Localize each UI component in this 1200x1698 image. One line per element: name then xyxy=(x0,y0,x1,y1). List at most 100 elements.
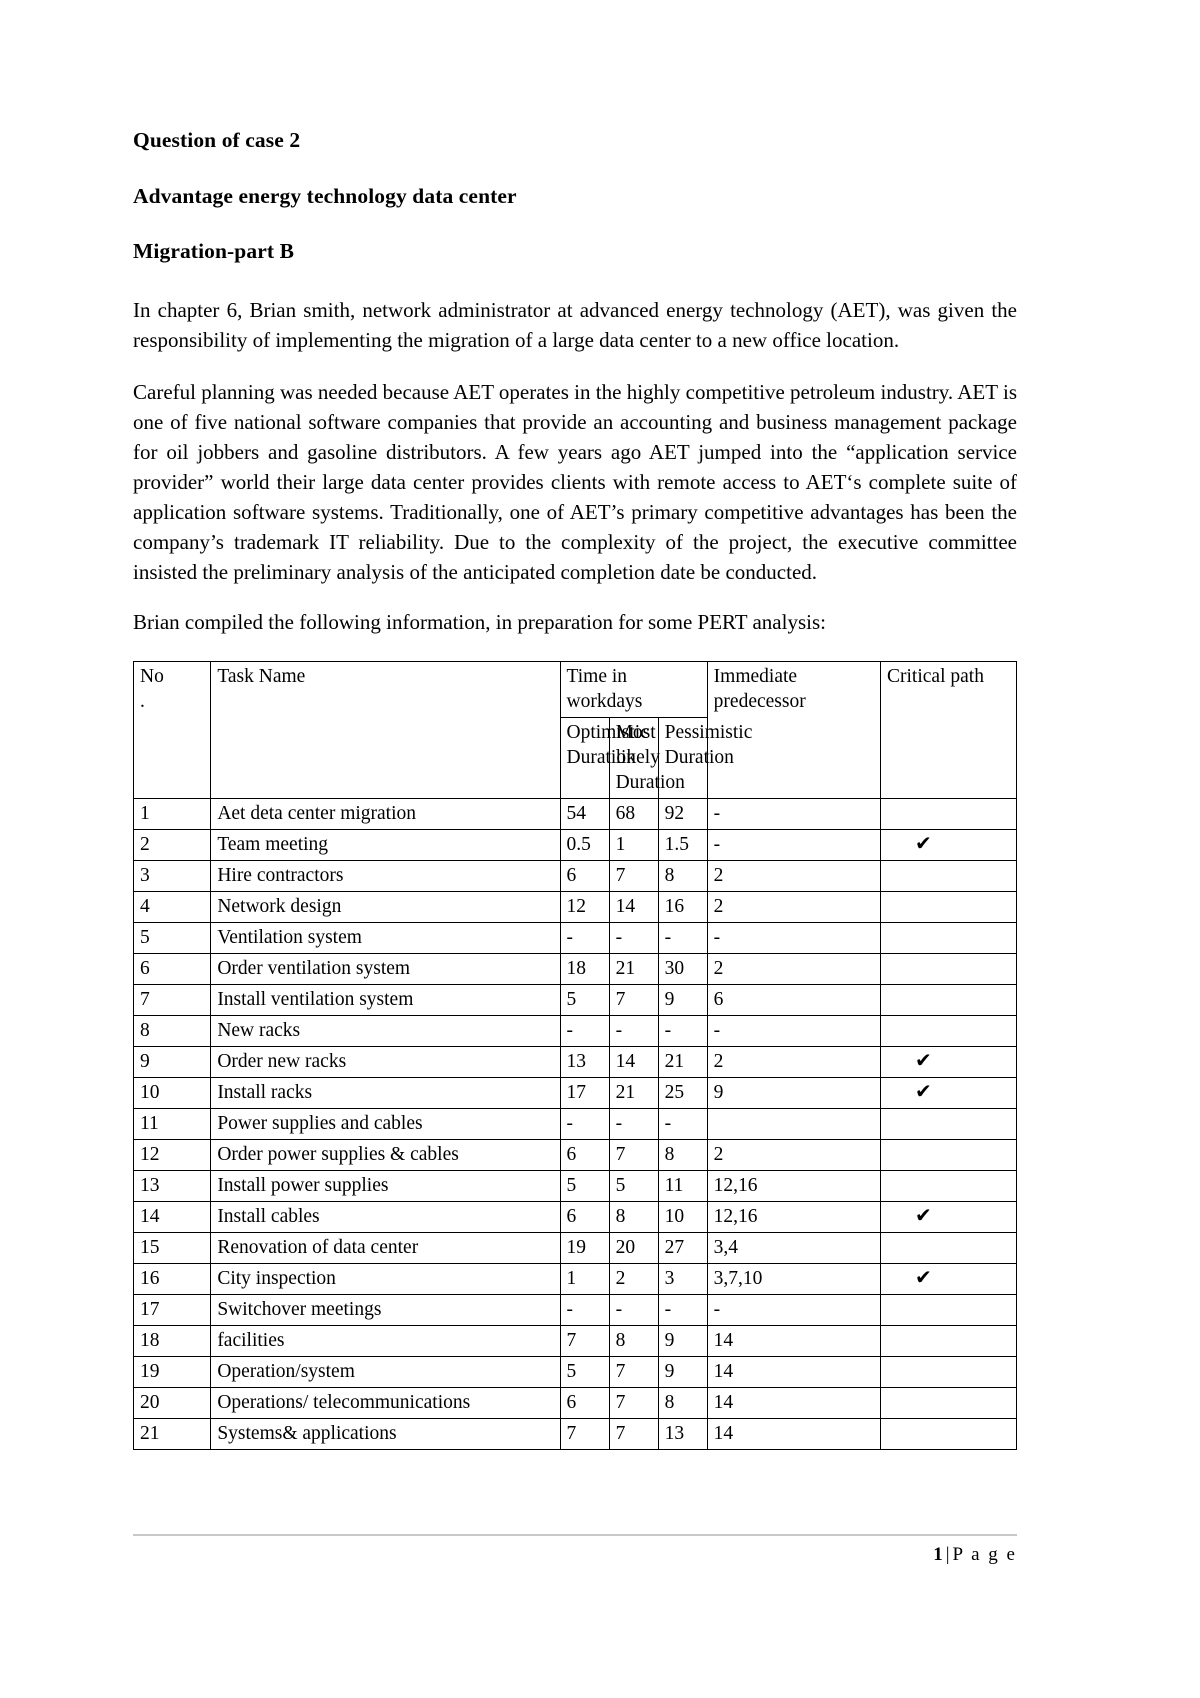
cell-pessimistic: 11 xyxy=(657,1170,708,1203)
spacer xyxy=(133,153,1017,184)
check-icon: ✔ xyxy=(915,1267,932,1290)
cell-most-likely: 7 xyxy=(608,1418,659,1451)
cell-critical-path xyxy=(880,798,1017,831)
cell-critical-path xyxy=(880,1418,1017,1451)
cell-pessimistic: 27 xyxy=(657,1232,708,1265)
cell-pessimistic: - xyxy=(657,1294,708,1327)
cell-no: 3 xyxy=(132,860,212,893)
table-row: 18 facilities 7 8 9 14 xyxy=(132,1325,1017,1358)
cell-no: 14 xyxy=(132,1201,212,1234)
cell-optimistic: 12 xyxy=(559,891,610,924)
cell-most-likely: 8 xyxy=(608,1201,659,1234)
cell-pessimistic: - xyxy=(657,1108,708,1141)
cell-no: 5 xyxy=(132,922,212,955)
paragraph-chapter-intro: In chapter 6, Brian smith, network admin… xyxy=(133,298,1017,353)
table-row: 6 Order ventilation system 18 21 30 2 xyxy=(132,953,1017,986)
cell-task-name: Order new racks xyxy=(210,1046,561,1079)
table-row: 10 Install racks 17 21 25 9 ✔ xyxy=(132,1077,1017,1110)
cell-predecessor: 12,16 xyxy=(706,1201,882,1234)
cell-predecessor: 14 xyxy=(706,1387,882,1420)
cell-no: 6 xyxy=(132,953,212,986)
cell-task-name: Operations/ telecommunications xyxy=(210,1387,561,1420)
cell-predecessor: 14 xyxy=(706,1325,882,1358)
cell-critical-path xyxy=(880,1232,1017,1265)
cell-no: 9 xyxy=(132,1046,212,1079)
cell-task-name: City inspection xyxy=(210,1263,561,1296)
cell-critical-path: ✔ xyxy=(880,1201,1017,1234)
cell-optimistic: 13 xyxy=(559,1046,610,1079)
heading-migration-part-b: Migration-part B xyxy=(133,239,295,264)
table-row: 1 Aet deta center migration 54 68 92- xyxy=(132,798,1017,831)
cell-pessimistic: - xyxy=(657,1015,708,1048)
check-icon: ✔ xyxy=(915,1081,932,1104)
cell-most-likely: 7 xyxy=(608,984,659,1017)
cell-task-name: New racks xyxy=(210,1015,561,1048)
cell-no: 1 xyxy=(132,798,212,831)
cell-task-name: Ventilation system xyxy=(210,922,561,955)
cell-optimistic: - xyxy=(559,1294,610,1327)
cell-most-likely: 21 xyxy=(608,953,659,986)
cell-optimistic: 6 xyxy=(559,1387,610,1420)
table-header-row-secondary: Optimistic Duration Most likely Duration… xyxy=(134,717,1017,800)
cell-critical-path xyxy=(880,1108,1017,1141)
cell-task-name: Renovation of data center xyxy=(210,1232,561,1265)
cell-most-likely: 21 xyxy=(608,1077,659,1110)
cell-no: 2 xyxy=(132,829,212,862)
cell-task-name: facilities xyxy=(210,1325,561,1358)
cell-optimistic: - xyxy=(559,1015,610,1048)
cell-critical-path xyxy=(880,984,1017,1017)
table-row: 11 Power supplies and cables - - - xyxy=(132,1108,1017,1141)
footer-page-word: P a g e xyxy=(952,1544,1017,1565)
document-content: Question of case 2 Advantage energy tech… xyxy=(132,128,1017,1451)
cell-predecessor: 2 xyxy=(706,1139,882,1172)
cell-pessimistic: 25 xyxy=(657,1077,708,1110)
footer-divider xyxy=(133,1534,1017,1536)
pert-table-body: 1 Aet deta center migration 54 68 92-2 Team m… xyxy=(132,798,1017,1451)
table-row: 20 Operations/ telecommunications 6 7 8 14 xyxy=(132,1387,1017,1420)
cell-task-name: Order power supplies & cables xyxy=(210,1139,561,1172)
header-cell-immediate-predecessor: Immediate predecessor xyxy=(706,661,882,800)
cell-pessimistic: 8 xyxy=(657,860,708,893)
cell-no: 15 xyxy=(132,1232,212,1265)
cell-optimistic: 54 xyxy=(559,798,610,831)
cell-predecessor xyxy=(706,1108,882,1141)
table-row: 8 New racks - - - - xyxy=(132,1015,1017,1048)
cell-task-name: Install power supplies xyxy=(210,1170,561,1203)
cell-task-name: Install cables xyxy=(210,1201,561,1234)
cell-critical-path xyxy=(880,1325,1017,1358)
cell-no: 7 xyxy=(132,984,212,1017)
cell-predecessor: - xyxy=(706,1015,882,1048)
cell-critical-path xyxy=(880,922,1017,955)
cell-most-likely: - xyxy=(608,922,659,955)
cell-most-likely: - xyxy=(608,1108,659,1141)
cell-pessimistic: 3 xyxy=(657,1263,708,1296)
cell-most-likely: - xyxy=(608,1015,659,1048)
table-row: 14 Install cables 6 8 10 12,16 ✔ xyxy=(132,1201,1017,1234)
cell-predecessor: 2 xyxy=(706,860,882,893)
check-icon: ✔ xyxy=(915,1050,932,1073)
cell-task-name: Order ventilation system xyxy=(210,953,561,986)
header-no-label: No xyxy=(140,666,164,688)
cell-predecessor: 3,4 xyxy=(706,1232,882,1265)
heading-question-of-case: Question of case 2 xyxy=(133,128,301,152)
cell-most-likely: 68 xyxy=(608,798,659,831)
cell-critical-path xyxy=(880,1139,1017,1172)
cell-pessimistic: 9 xyxy=(657,1325,708,1358)
cell-most-likely: - xyxy=(608,1294,659,1327)
cell-task-name: Install ventilation system xyxy=(210,984,561,1017)
cell-optimistic: 7 xyxy=(559,1418,610,1451)
spacer xyxy=(133,587,1017,607)
table-row: 15 Renovation of data center 19 20 27 3,4 xyxy=(132,1232,1017,1265)
cell-pessimistic: 30 xyxy=(657,953,708,986)
paragraph-careful-planning: Careful planning was needed because AET … xyxy=(133,380,1017,585)
footer-separator: | xyxy=(945,1544,950,1565)
cell-pessimistic: 13 xyxy=(657,1418,708,1451)
cell-pessimistic: 8 xyxy=(657,1387,708,1420)
cell-most-likely: 7 xyxy=(608,1356,659,1389)
cell-most-likely: 14 xyxy=(608,1046,659,1079)
table-row: 21 Systems& applications 7 7 13 14 xyxy=(132,1418,1017,1451)
cell-most-likely: 5 xyxy=(608,1170,659,1203)
cell-task-name: Network design xyxy=(210,891,561,924)
cell-optimistic: 7 xyxy=(559,1325,610,1358)
cell-critical-path xyxy=(880,1015,1017,1048)
